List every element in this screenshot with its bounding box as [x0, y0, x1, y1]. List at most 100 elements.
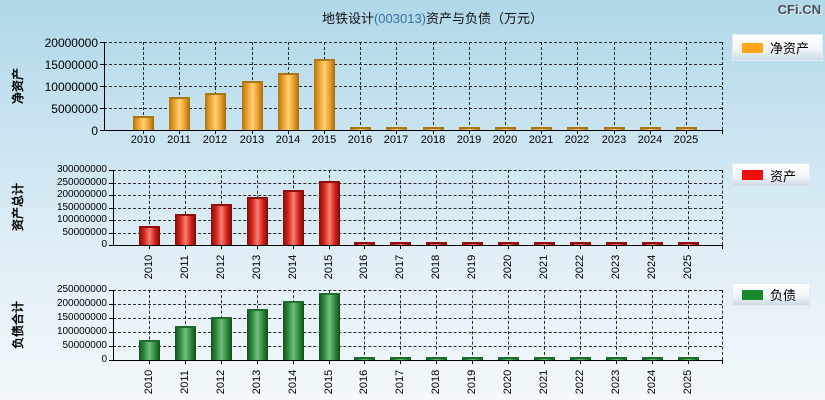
bar-2011 — [169, 97, 190, 130]
y-tick-mark — [109, 170, 113, 171]
x-tick-mark — [686, 130, 687, 134]
bar-2020 — [498, 357, 519, 360]
x-tick-mark — [433, 130, 434, 134]
bar-2014 — [278, 73, 299, 130]
x-tick-mark — [580, 360, 581, 364]
gridline-h — [113, 208, 722, 209]
bar-2018 — [423, 127, 444, 130]
bar-2015 — [314, 59, 335, 130]
bar-2013 — [242, 81, 263, 130]
gridline-v — [215, 42, 216, 130]
y-axis-line — [104, 42, 105, 130]
bar-2025 — [676, 127, 697, 130]
x-tick-label: 2016 — [347, 134, 373, 146]
y-tick-mark — [109, 208, 113, 209]
y-tick-mark — [109, 304, 113, 305]
x-tick-label: 2013 — [239, 134, 265, 146]
title-stock-code: (003013) — [373, 11, 427, 26]
y-tick-mark — [100, 86, 104, 87]
gridline-v — [650, 42, 651, 130]
x-tick-mark — [505, 130, 506, 134]
y-tick-mark — [109, 233, 113, 234]
x-tick-mark — [577, 130, 578, 134]
gridline-h — [113, 304, 722, 305]
y-tick-label: 200000000 — [56, 298, 107, 309]
x-tick-label: 2018 — [430, 254, 442, 280]
gridline-h — [104, 42, 722, 43]
x-tick-label: 2024 — [646, 254, 658, 280]
x-tick-label: 2010 — [143, 254, 155, 280]
x-tick-mark — [185, 360, 186, 364]
gridline-v — [400, 170, 401, 245]
x-tick-mark — [688, 360, 689, 364]
x-tick-label: 2024 — [646, 369, 658, 395]
bar-2019 — [459, 127, 480, 130]
x-tick-label: 2010 — [130, 134, 156, 146]
gridline-v — [179, 42, 180, 130]
gridline-v — [396, 42, 397, 130]
x-tick-label: 2021 — [538, 369, 550, 395]
x-tick-label: 2010 — [143, 369, 155, 395]
gridline-v — [616, 170, 617, 245]
bar-2012 — [205, 93, 226, 130]
gridline-v — [508, 170, 509, 245]
x-tick-mark — [364, 245, 365, 249]
y-tick-label: 5000000 — [51, 102, 98, 116]
gridline-h — [104, 86, 722, 87]
bar-2010 — [139, 340, 160, 360]
gridline-h — [113, 290, 722, 291]
y-tick-label: 200000000 — [56, 189, 107, 200]
x-tick-mark — [614, 130, 615, 134]
x-tick-label: 2012 — [215, 369, 227, 395]
y-tick-mark — [109, 183, 113, 184]
x-tick-mark — [149, 245, 150, 249]
y-tick-mark — [100, 108, 104, 109]
gridline-v — [472, 170, 473, 245]
page-title: 地铁设计(003013)资产与负债（万元） — [105, 8, 760, 27]
x-tick-label: 2019 — [466, 369, 478, 395]
y-tick-mark — [109, 360, 113, 361]
x-tick-label: 2020 — [502, 369, 514, 395]
gridline-v — [688, 290, 689, 360]
x-tick-mark — [221, 360, 222, 364]
gridline-h — [113, 332, 722, 333]
y-axis-line — [113, 170, 114, 245]
x-tick-label: 2011 — [179, 255, 191, 279]
x-tick-mark — [616, 245, 617, 249]
y-tick-label: 250000000 — [56, 284, 107, 295]
y-tick-mark — [109, 220, 113, 221]
gridline-v — [469, 42, 470, 130]
gridline-v — [364, 170, 365, 245]
y-tick-mark — [100, 42, 104, 43]
gridline-v — [364, 290, 365, 360]
gridline-h — [113, 346, 722, 347]
x-tick-label: 2014 — [275, 134, 301, 146]
x-tick-mark — [472, 245, 473, 249]
bar-2024 — [642, 357, 663, 360]
x-tick-label: 2020 — [502, 254, 514, 280]
x-tick-mark — [221, 245, 222, 249]
gridline-v — [436, 290, 437, 360]
y-tick-mark — [109, 245, 113, 246]
legend-assets: 资产 — [732, 163, 810, 187]
x-tick-mark — [293, 245, 294, 249]
x-tick-mark — [472, 360, 473, 364]
y-tick-label: 50000000 — [62, 227, 108, 238]
bar-2020 — [495, 127, 516, 130]
bar-2017 — [386, 127, 407, 130]
x-tick-label: 2017 — [394, 254, 406, 280]
gridline-v — [688, 170, 689, 245]
y-tick-mark — [100, 130, 104, 131]
legend-liabilities-label: 负债 — [770, 288, 797, 303]
net-assets-swatch-icon — [742, 42, 763, 53]
y-tick-mark — [109, 195, 113, 196]
x-tick-label: 2015 — [311, 134, 337, 146]
x-tick-mark — [722, 245, 723, 249]
x-tick-mark — [469, 130, 470, 134]
bar-2023 — [606, 357, 627, 360]
bar-2014 — [283, 301, 304, 360]
x-tick-mark — [329, 245, 330, 249]
x-tick-label: 2025 — [673, 134, 699, 146]
x-tick-label: 2017 — [383, 134, 409, 146]
assets-swatch-icon — [742, 170, 763, 180]
